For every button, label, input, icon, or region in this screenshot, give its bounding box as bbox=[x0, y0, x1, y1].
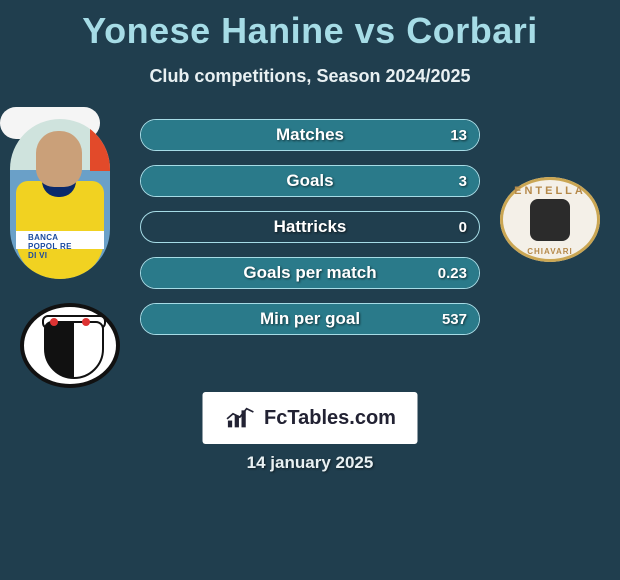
stat-row-label: Goals per match bbox=[141, 258, 479, 288]
club-badge-left bbox=[20, 303, 120, 388]
page-subtitle: Club competitions, Season 2024/2025 bbox=[0, 66, 620, 87]
page-title: Yonese Hanine vs Corbari bbox=[0, 0, 620, 52]
stat-row-right-value: 537 bbox=[442, 304, 467, 334]
stat-row-label: Goals bbox=[141, 166, 479, 196]
stat-row: Min per goal537 bbox=[140, 303, 480, 335]
club-badge-right: ENTELLA CHIAVARI bbox=[500, 177, 600, 262]
stat-row-right-value: 3 bbox=[459, 166, 467, 196]
stat-row-label: Hattricks bbox=[141, 212, 479, 242]
stat-row-label: Matches bbox=[141, 120, 479, 150]
stat-row: Matches13 bbox=[140, 119, 480, 151]
stat-row: Goals per match0.23 bbox=[140, 257, 480, 289]
comparison-stage: BANCAPOPOL REDI VI ENTELLA CHIAVARI Matc… bbox=[0, 107, 620, 507]
brand-label: FcTables.com bbox=[264, 407, 396, 430]
stat-rows: Matches13 Goals3 Hattricks0 Goals per match… bbox=[140, 119, 480, 349]
stat-row: Goals3 bbox=[140, 165, 480, 197]
stat-row-right-value: 0.23 bbox=[438, 258, 467, 288]
stat-row-right-value: 0 bbox=[459, 212, 467, 242]
stat-row-label: Min per goal bbox=[141, 304, 479, 334]
club-right-label-top: ENTELLA bbox=[500, 185, 600, 197]
stat-row: Hattricks0 bbox=[140, 211, 480, 243]
stat-row-right-value: 13 bbox=[450, 120, 467, 150]
brand-chart-icon bbox=[224, 405, 258, 431]
brand-box: FcTables.com bbox=[203, 392, 418, 444]
player-photo-left: BANCAPOPOL REDI VI bbox=[10, 119, 110, 279]
club-right-label-bottom: CHIAVARI bbox=[500, 247, 600, 256]
comparison-date: 14 january 2025 bbox=[0, 453, 620, 473]
